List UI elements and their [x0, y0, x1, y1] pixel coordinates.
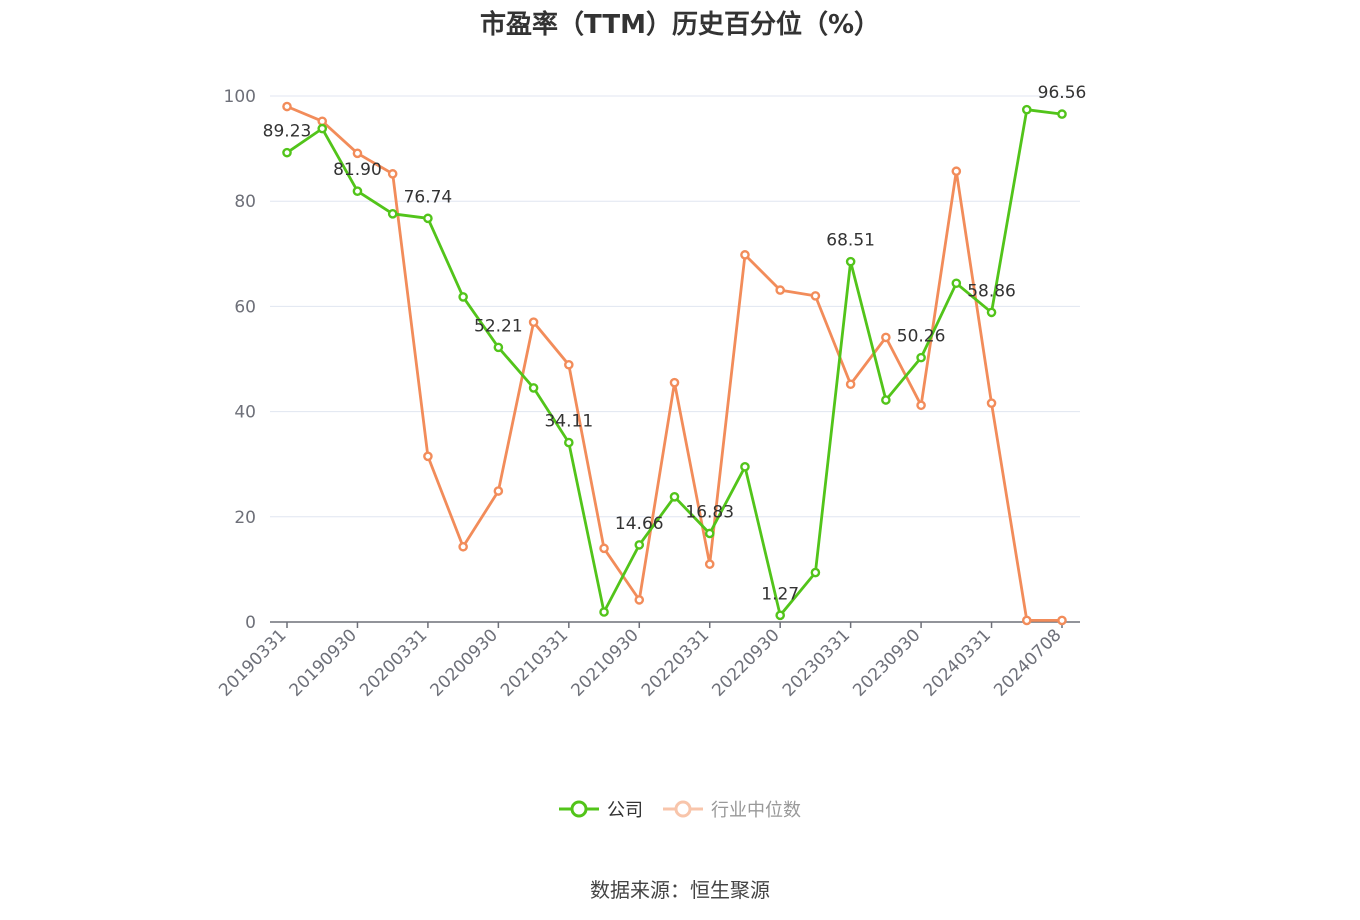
- data-point: [704, 528, 715, 539]
- data-point: [986, 398, 997, 408]
- data-point: [669, 492, 680, 502]
- x-tick-label: 20210331: [497, 625, 572, 700]
- data-point: [387, 209, 398, 219]
- y-tick-label: 40: [234, 403, 256, 423]
- data-point: [423, 213, 433, 224]
- y-tick-label: 100: [224, 87, 256, 107]
- series-lines: [282, 101, 1067, 626]
- data-point: [564, 359, 574, 370]
- data-label: 76.74: [404, 187, 453, 207]
- x-tick-label: 20220930: [708, 625, 783, 700]
- data-point: [564, 437, 574, 448]
- y-tick-label: 60: [234, 297, 256, 317]
- x-tick-label: 20190930: [286, 625, 361, 700]
- legend: 公司 行业中位数: [0, 796, 1360, 822]
- data-point: [740, 462, 750, 472]
- data-point: [458, 541, 468, 552]
- y-tick-label: 20: [234, 508, 256, 528]
- data-point: [775, 285, 785, 295]
- data-label: 96.56: [1038, 83, 1087, 103]
- legend-line-circle-icon: [559, 800, 599, 818]
- x-tick-label: 20220331: [638, 625, 713, 700]
- data-label: 50.26: [897, 327, 946, 347]
- chart-title: 市盈率（TTM）历史百分位（%）: [480, 10, 880, 40]
- x-tick-label: 20200930: [427, 625, 502, 700]
- data-label: 16.83: [685, 502, 734, 522]
- x-tick-label: 20200331: [356, 625, 431, 700]
- y-tick-label: 80: [234, 192, 256, 212]
- x-tick-label: 20240708: [990, 625, 1065, 700]
- data-label: 89.23: [263, 122, 312, 142]
- data-point: [810, 567, 821, 578]
- data-point: [845, 256, 856, 267]
- data-point: [951, 166, 962, 177]
- data-point: [387, 169, 398, 179]
- data-point: [916, 352, 926, 363]
- data-label: 14.66: [615, 514, 664, 534]
- data-label: 1.27: [761, 584, 799, 604]
- data-label: 68.51: [826, 231, 875, 251]
- data-point: [881, 395, 891, 405]
- data-point: [916, 400, 926, 411]
- data-point: [634, 540, 645, 550]
- data-point: [951, 278, 962, 289]
- data-point: [1021, 104, 1032, 115]
- grid-lines: [270, 95, 1080, 518]
- data-point: [352, 148, 363, 159]
- data-point: [599, 543, 609, 554]
- data-point: [845, 379, 856, 390]
- legend-label-industry-median: 行业中位数: [711, 800, 801, 821]
- data-point: [352, 186, 363, 197]
- data-label: 52.21: [474, 316, 523, 336]
- data-point: [282, 101, 292, 112]
- data-point: [669, 377, 680, 388]
- data-point: [599, 607, 609, 617]
- data-point: [740, 250, 750, 260]
- data-point: [1021, 615, 1032, 626]
- data-point: [317, 123, 328, 134]
- data-label: 58.86: [967, 281, 1016, 301]
- legend-swatch-marker: [570, 800, 588, 818]
- legend-item-company[interactable]: 公司: [559, 796, 643, 822]
- data-point: [634, 595, 645, 605]
- legend-label-company: 公司: [607, 800, 643, 821]
- data-point: [528, 317, 539, 327]
- x-tick-label: 20190331: [215, 625, 290, 700]
- data-point: [1057, 615, 1067, 626]
- source-note: 数据来源：恒生聚源: [590, 878, 770, 902]
- data-point: [810, 291, 821, 301]
- x-tick-label: 20210930: [567, 625, 642, 700]
- data-labels: 89.23 81.90 76.74 52.21 34.11 14.66 16.83 1.27 6…: [263, 83, 1087, 604]
- data-point: [704, 559, 715, 569]
- data-point: [1057, 109, 1067, 119]
- data-point: [458, 292, 468, 302]
- legend-item-industry-median[interactable]: 行业中位数: [663, 796, 801, 822]
- legend-swatch-marker: [674, 800, 692, 818]
- x-tick-label: 20230331: [779, 625, 854, 700]
- data-point: [775, 610, 785, 621]
- x-tick-label: 20230930: [849, 625, 924, 700]
- data-point: [317, 116, 328, 127]
- x-tick-label: 20240331: [920, 625, 995, 700]
- data-point: [528, 383, 539, 393]
- y-tick-label: 0: [245, 613, 256, 633]
- legend-line-circle-icon: [663, 800, 703, 818]
- series-line: [286, 105, 1062, 622]
- data-point: [881, 332, 891, 343]
- data-point: [493, 342, 504, 353]
- data-label: 81.90: [333, 160, 382, 180]
- data-label: 34.11: [544, 412, 593, 432]
- series-line: [286, 108, 1063, 617]
- data-point: [423, 451, 433, 462]
- data-point: [493, 486, 504, 496]
- data-point: [282, 147, 292, 158]
- data-point: [986, 307, 997, 318]
